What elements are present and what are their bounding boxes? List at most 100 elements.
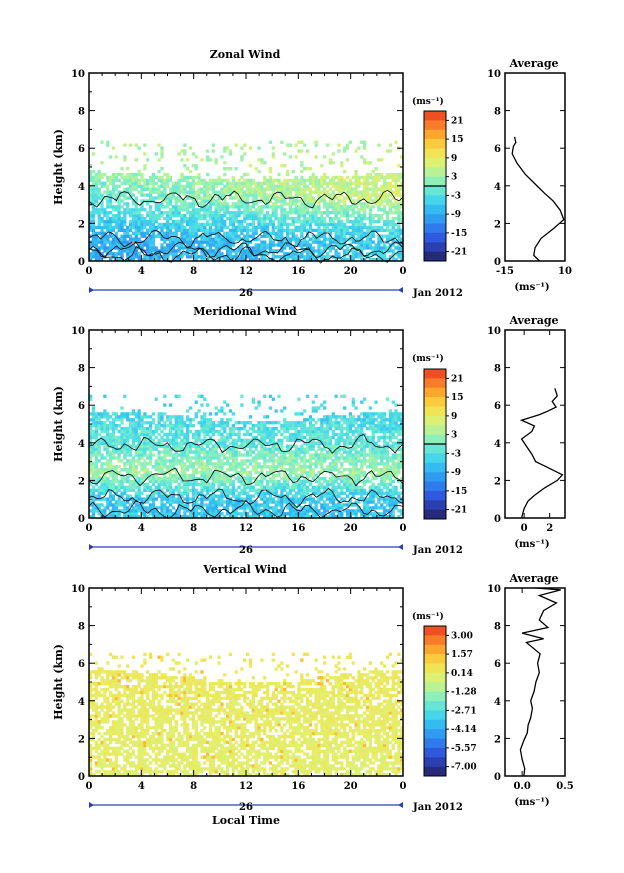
heatmap-cell — [308, 243, 313, 247]
heatmap-cell — [120, 432, 124, 437]
heatmap-cell — [137, 243, 141, 247]
heatmap-cell — [234, 187, 238, 191]
heatmap-cell — [100, 441, 104, 445]
heatmap-cell — [200, 456, 204, 460]
heatmap-cell — [283, 222, 287, 227]
heatmap-cell — [263, 196, 267, 200]
heatmap-cell — [220, 432, 224, 437]
heatmap-cell — [345, 249, 350, 253]
heatmap-cell — [260, 503, 264, 507]
heatmap-cell — [168, 459, 173, 463]
heatmap-cell — [174, 453, 178, 457]
heatmap-cell — [288, 222, 293, 227]
heatmap-cell — [89, 424, 93, 428]
heatmap-cell — [206, 214, 210, 218]
heatmap-cell — [357, 211, 361, 215]
heatmap-cell — [283, 237, 287, 241]
heatmap-cell — [117, 418, 121, 422]
heatmap-cell — [206, 184, 210, 188]
heatmap-cell — [103, 456, 107, 460]
heatmap-cell — [308, 503, 313, 507]
heatmap-cell — [140, 222, 144, 227]
heatmap-cell — [211, 187, 215, 191]
heatmap-cell — [194, 228, 198, 233]
heatmap-cell — [120, 468, 124, 472]
heatmap-cell — [308, 202, 313, 206]
heatmap-cell — [257, 491, 261, 495]
heatmap-cell — [163, 453, 167, 457]
heatmap-cell — [397, 211, 401, 215]
heatmap-cell — [188, 202, 193, 206]
heatmap-cell — [248, 249, 253, 253]
heatmap-cell — [317, 252, 321, 256]
heatmap-cell — [237, 479, 241, 484]
heatmap-cell — [365, 193, 370, 197]
heatmap-cell — [148, 258, 153, 262]
heatmap-cell — [106, 178, 110, 183]
heatmap-cell — [211, 429, 215, 434]
heatmap-cell — [351, 255, 355, 259]
heatmap-cell — [140, 500, 144, 504]
heatmap-cell — [343, 149, 347, 153]
heatmap-cell — [89, 471, 93, 475]
heatmap-cell — [311, 196, 315, 200]
heatmap-cell — [363, 246, 367, 250]
heatmap-cell — [111, 456, 116, 460]
heatmap-cell — [100, 453, 104, 457]
heatmap-cell — [191, 214, 196, 218]
heatmap-cell — [337, 219, 341, 224]
heatmap-cell — [268, 222, 273, 227]
heatmap-cell — [197, 476, 201, 481]
heatmap-cell — [163, 465, 167, 469]
zonal-wind-month-label: Jan 2012 — [412, 288, 463, 299]
heatmap-cell — [214, 447, 218, 451]
heatmap-cell — [157, 441, 161, 445]
heatmap-cell — [314, 258, 318, 262]
heatmap-cell — [231, 468, 235, 472]
heatmap-cell — [131, 193, 136, 197]
heatmap-cell — [334, 249, 338, 253]
heatmap-cell — [383, 219, 387, 224]
heatmap-cell — [285, 258, 290, 262]
heatmap-cell — [217, 497, 221, 501]
heatmap-cell — [348, 193, 353, 197]
heatmap-cell — [283, 453, 287, 457]
heatmap-cell — [200, 187, 204, 191]
heatmap-cell — [248, 214, 253, 218]
heatmap-cell — [237, 429, 241, 434]
heatmap-cell — [217, 409, 221, 413]
heatmap-cell — [203, 196, 207, 200]
heatmap-cell — [140, 246, 144, 250]
heatmap-cell — [234, 500, 238, 504]
heatmap-cell — [320, 228, 324, 233]
heatmap-cell — [226, 438, 230, 443]
heatmap-cell — [323, 211, 327, 215]
heatmap-cell — [231, 447, 235, 451]
heatmap-cell — [283, 482, 287, 487]
heatmap-cell — [234, 193, 238, 197]
heatmap-cell — [223, 453, 227, 457]
heatmap-cell — [257, 214, 261, 218]
heatmap-cell — [131, 459, 136, 463]
heatmap-cell — [180, 471, 184, 475]
heatmap-cell — [394, 184, 398, 188]
heatmap-cell — [340, 258, 344, 262]
heatmap-cell — [334, 214, 338, 218]
heatmap-cell — [220, 441, 224, 445]
heatmap-cell — [203, 462, 207, 466]
heatmap-cell — [385, 237, 390, 241]
heatmap-cell — [283, 228, 287, 233]
heatmap-cell — [157, 494, 161, 498]
heatmap-cell — [240, 471, 244, 475]
heatmap-cell — [100, 205, 104, 209]
heatmap-cell — [171, 252, 176, 256]
heatmap-cell — [217, 237, 221, 241]
heatmap-cell — [134, 228, 138, 233]
heatmap-cell — [223, 444, 227, 448]
heatmap-cell — [294, 178, 298, 183]
heatmap-cell — [294, 515, 298, 519]
heatmap-cell — [308, 444, 313, 448]
heatmap-cell — [337, 190, 341, 194]
heatmap-cell — [234, 237, 238, 241]
heatmap-cell — [251, 397, 255, 401]
